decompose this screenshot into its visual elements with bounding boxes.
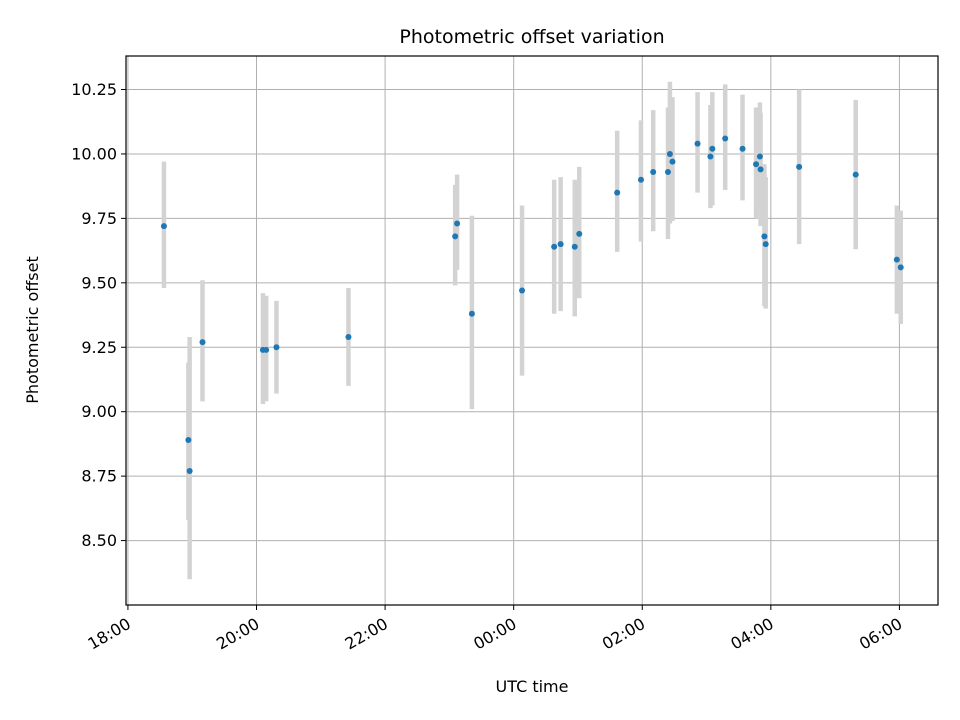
data-point (557, 241, 564, 248)
grid (126, 56, 938, 605)
data-point (756, 153, 763, 160)
data-point (614, 189, 621, 196)
x-tick-label: 02:00 (599, 614, 648, 654)
data-point (519, 287, 526, 294)
y-tick-label: 8.50 (81, 531, 117, 550)
y-tick-label: 9.75 (81, 209, 117, 228)
data-point (753, 161, 760, 168)
data-point (637, 176, 644, 183)
data-point (571, 243, 578, 250)
data-point (796, 163, 803, 170)
data-point (160, 223, 167, 230)
data-point (185, 437, 192, 444)
data-point (273, 344, 280, 351)
data-point (664, 168, 671, 175)
y-axis-label: Photometric offset (23, 256, 42, 404)
data-point (199, 339, 206, 346)
data-point (852, 171, 859, 178)
data-point (709, 145, 716, 152)
data-point (263, 346, 270, 353)
data-points (160, 135, 904, 474)
x-tick-label: 06:00 (856, 614, 905, 654)
data-point (666, 150, 673, 157)
data-point (762, 241, 769, 248)
x-tick-label: 00:00 (470, 614, 519, 654)
data-point (897, 264, 904, 271)
data-point (468, 310, 475, 317)
data-point (454, 220, 461, 227)
data-point (722, 135, 729, 142)
x-tick-label: 22:00 (342, 614, 391, 654)
data-point (551, 243, 558, 250)
data-point (452, 233, 459, 240)
x-axis-label: UTC time (496, 677, 569, 696)
y-tick-label: 9.00 (81, 402, 117, 421)
x-tick-label: 18:00 (84, 614, 133, 654)
chart-title: Photometric offset variation (399, 26, 664, 48)
y-axis: 8.50 8.75 9.00 9.25 9.50 9.75 10.00 10.25 (71, 80, 126, 550)
data-point (707, 153, 714, 160)
y-tick-label: 10.25 (71, 80, 117, 99)
x-tick-label: 04:00 (727, 614, 776, 654)
x-axis: 18:00 20:00 22:00 00:00 02:00 04:00 06:00 (84, 605, 905, 654)
data-point (739, 145, 746, 152)
data-point (694, 140, 701, 147)
y-tick-label: 9.50 (81, 273, 117, 292)
data-point (757, 166, 764, 173)
data-point (345, 333, 352, 340)
data-point (761, 233, 768, 240)
plot-frame (125, 55, 939, 606)
data-point (186, 467, 193, 474)
x-tick-label: 20:00 (213, 614, 262, 654)
data-point (893, 256, 900, 263)
data-point (669, 158, 676, 165)
error-bars (161, 81, 903, 580)
data-point (650, 168, 657, 175)
y-tick-label: 10.00 (71, 144, 117, 163)
y-tick-label: 9.25 (81, 338, 117, 357)
y-tick-label: 8.75 (81, 467, 117, 486)
data-point (576, 230, 583, 237)
